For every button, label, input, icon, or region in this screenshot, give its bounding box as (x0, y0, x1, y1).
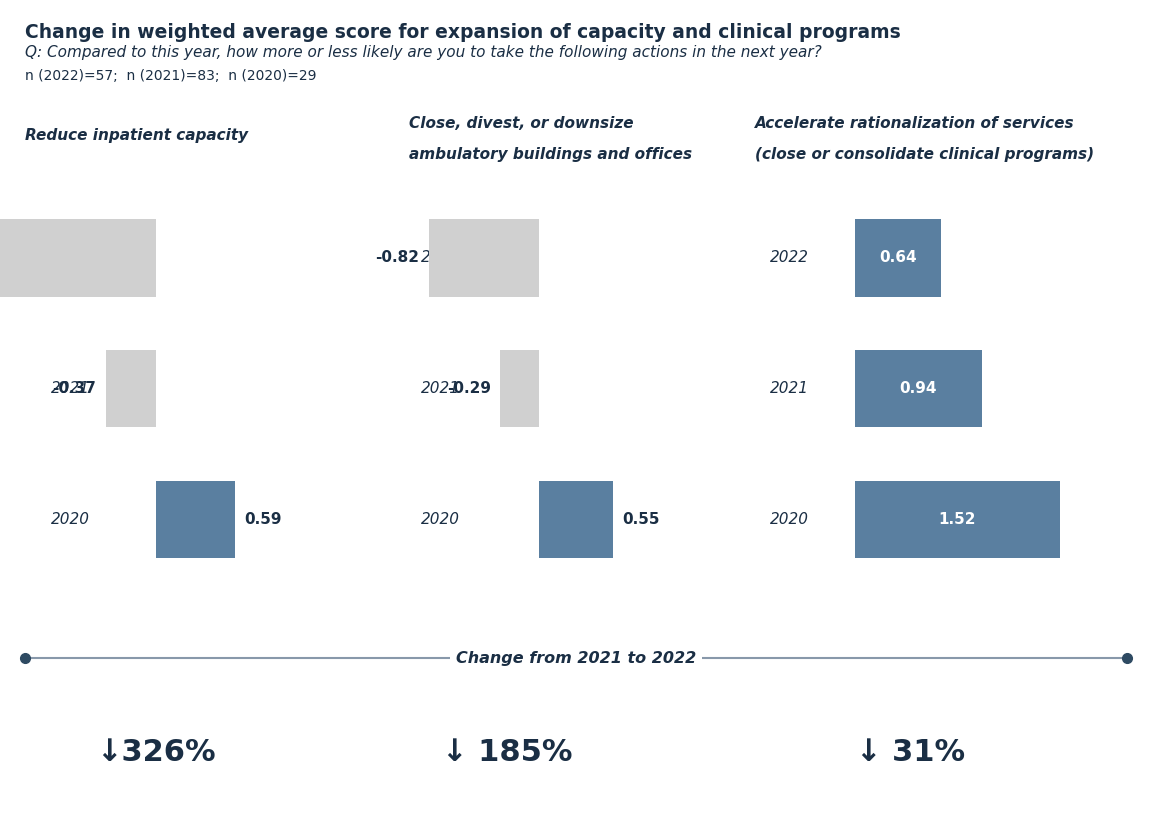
Text: 2022: 2022 (420, 250, 460, 265)
Text: (close or consolidate clinical programs): (close or consolidate clinical programs) (755, 147, 1093, 162)
Text: 2020: 2020 (51, 512, 90, 527)
Text: Accelerate rationalization of services: Accelerate rationalization of services (755, 116, 1074, 131)
Text: Reduce inpatient capacity: Reduce inpatient capacity (25, 128, 249, 143)
Text: Close, divest, or downsize: Close, divest, or downsize (409, 116, 634, 131)
Text: Change in weighted average score for expansion of capacity and clinical programs: Change in weighted average score for exp… (25, 23, 901, 42)
Text: ↓326%: ↓326% (96, 738, 215, 767)
Bar (156, 480, 235, 558)
Text: -0.37: -0.37 (53, 381, 97, 396)
Bar (539, 480, 613, 558)
Text: 2020: 2020 (420, 512, 460, 527)
Bar (106, 350, 156, 427)
Text: 2021: 2021 (51, 381, 90, 396)
Text: Change from 2021 to 2022: Change from 2021 to 2022 (456, 651, 696, 666)
Text: Q: Compared to this year, how more or less likely are you to take the following : Q: Compared to this year, how more or le… (25, 45, 823, 60)
Bar (0, 219, 156, 296)
Bar (429, 219, 539, 296)
Bar (855, 480, 1060, 558)
Text: 2021: 2021 (770, 381, 809, 396)
Text: 2021: 2021 (420, 381, 460, 396)
Text: -0.82: -0.82 (376, 250, 419, 265)
Text: 0.64: 0.64 (879, 250, 917, 265)
Text: 0.94: 0.94 (900, 381, 937, 396)
Text: -0.29: -0.29 (447, 381, 491, 396)
Text: n (2022)=57;  n (2021)=83;  n (2020)=29: n (2022)=57; n (2021)=83; n (2020)=29 (25, 69, 317, 83)
Text: 1.52: 1.52 (939, 512, 976, 527)
Bar (500, 350, 539, 427)
Text: 2022: 2022 (51, 250, 90, 265)
Bar (855, 350, 982, 427)
Text: 0.59: 0.59 (244, 512, 282, 527)
Text: 2020: 2020 (770, 512, 809, 527)
Text: ↓ 185%: ↓ 185% (441, 738, 573, 767)
Text: ↓ 31%: ↓ 31% (856, 738, 964, 767)
Text: 0.55: 0.55 (622, 512, 660, 527)
Bar (855, 219, 941, 296)
Text: ambulatory buildings and offices: ambulatory buildings and offices (409, 147, 692, 162)
Text: 2022: 2022 (770, 250, 809, 265)
